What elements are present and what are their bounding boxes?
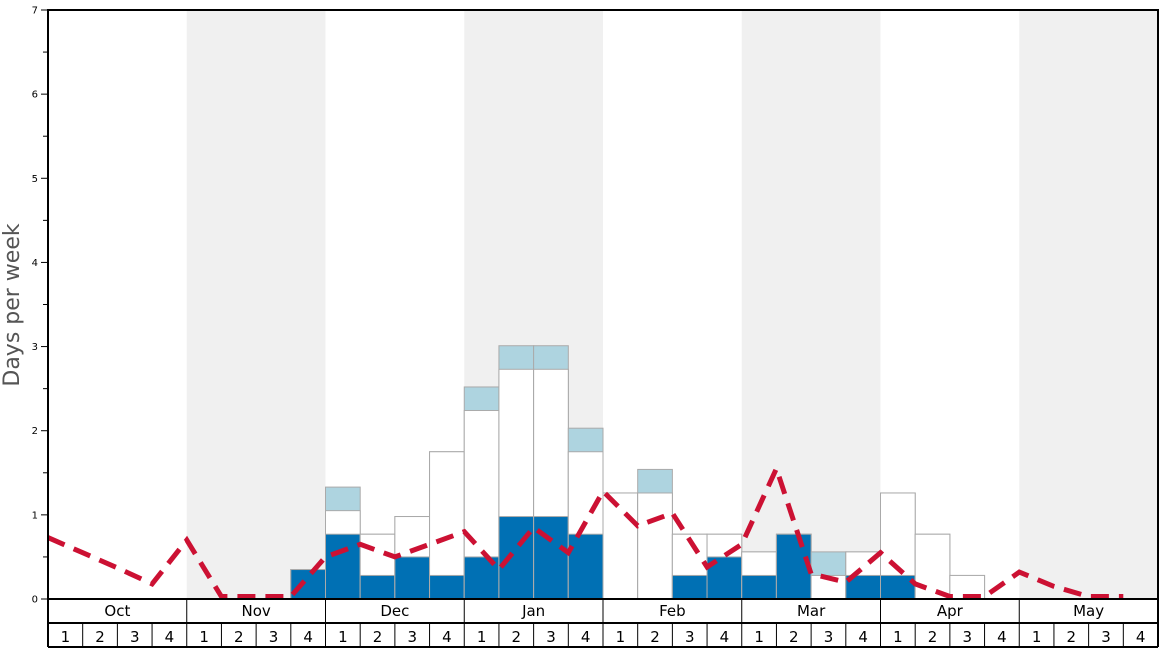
bar-dark bbox=[394, 556, 431, 600]
bar-dark bbox=[429, 574, 465, 600]
month-label: Feb bbox=[659, 602, 686, 620]
bar-dark bbox=[741, 574, 777, 600]
week-label: 3 bbox=[269, 628, 279, 646]
bar-dark bbox=[498, 516, 535, 600]
week-label: 2 bbox=[95, 628, 105, 646]
month-label: Nov bbox=[241, 602, 270, 620]
y-tick-label: 7 bbox=[32, 6, 38, 17]
week-label: 4 bbox=[720, 628, 730, 646]
week-label: 1 bbox=[754, 628, 764, 646]
week-label: 3 bbox=[546, 628, 556, 646]
week-label: 4 bbox=[165, 628, 175, 646]
week-label: 3 bbox=[962, 628, 972, 646]
week-label: 1 bbox=[477, 628, 487, 646]
y-axis: 0 1 2 3 4 5 6 7 bbox=[32, 6, 48, 606]
y-tick-label: 5 bbox=[32, 174, 38, 185]
week-label: 3 bbox=[824, 628, 834, 646]
week-label: 2 bbox=[1067, 628, 1077, 646]
week-label: 1 bbox=[338, 628, 348, 646]
week-label: 2 bbox=[650, 628, 660, 646]
month-band bbox=[186, 10, 326, 599]
bar-dark bbox=[671, 574, 708, 600]
y-tick-label: 0 bbox=[32, 595, 38, 606]
week-label: 1 bbox=[1032, 628, 1042, 646]
y-tick-label: 3 bbox=[32, 342, 38, 353]
bar-mid bbox=[914, 533, 951, 600]
week-label: 4 bbox=[997, 628, 1007, 646]
week-label: 2 bbox=[928, 628, 938, 646]
week-label: 2 bbox=[512, 628, 522, 646]
month-label: Apr bbox=[937, 602, 964, 620]
month-label: May bbox=[1073, 602, 1104, 620]
y-tick-label: 2 bbox=[32, 426, 38, 437]
week-label: 4 bbox=[581, 628, 591, 646]
month-bands bbox=[186, 10, 1158, 599]
y-tick-label: 1 bbox=[32, 510, 38, 521]
y-axis-label: Days per week bbox=[0, 223, 25, 386]
week-label: 4 bbox=[303, 628, 313, 646]
week-label: 4 bbox=[442, 628, 452, 646]
bar-dark bbox=[325, 533, 361, 600]
week-label: 1 bbox=[616, 628, 626, 646]
bar-dark bbox=[775, 533, 812, 600]
week-label: 3 bbox=[1101, 628, 1111, 646]
month-label: Jan bbox=[521, 602, 545, 620]
bar-mid bbox=[429, 451, 465, 600]
month-label: Mar bbox=[797, 602, 826, 620]
month-band bbox=[1019, 10, 1158, 599]
week-label: 1 bbox=[893, 628, 903, 646]
bar-dark bbox=[567, 533, 604, 600]
bar-dark bbox=[359, 574, 396, 600]
week-label: 3 bbox=[407, 628, 417, 646]
week-label: 3 bbox=[685, 628, 695, 646]
week-label: 2 bbox=[234, 628, 244, 646]
week-label: 2 bbox=[789, 628, 799, 646]
week-label: 1 bbox=[199, 628, 209, 646]
y-tick-label: 4 bbox=[32, 258, 38, 269]
week-label: 2 bbox=[373, 628, 383, 646]
week-label: 3 bbox=[130, 628, 140, 646]
bar-mid bbox=[637, 492, 673, 600]
bar-dark bbox=[880, 574, 916, 600]
bar-mid bbox=[602, 492, 639, 600]
week-label: 4 bbox=[858, 628, 868, 646]
y-tick-label: 6 bbox=[32, 90, 38, 101]
month-band bbox=[741, 10, 881, 599]
month-label: Dec bbox=[380, 602, 409, 620]
week-label: 1 bbox=[61, 628, 71, 646]
average-line bbox=[47, 461, 1124, 599]
bar-dark bbox=[290, 569, 326, 600]
month-label: Oct bbox=[104, 602, 130, 620]
x-axis: Oct 1 2 3 4 Nov 1 2 3 4 Dec 1 2 3 4 Jan 1 2 3 4 Feb 1 2 3 4 Mar 1 2… bbox=[47, 599, 1159, 648]
week-label: 4 bbox=[1136, 628, 1146, 646]
